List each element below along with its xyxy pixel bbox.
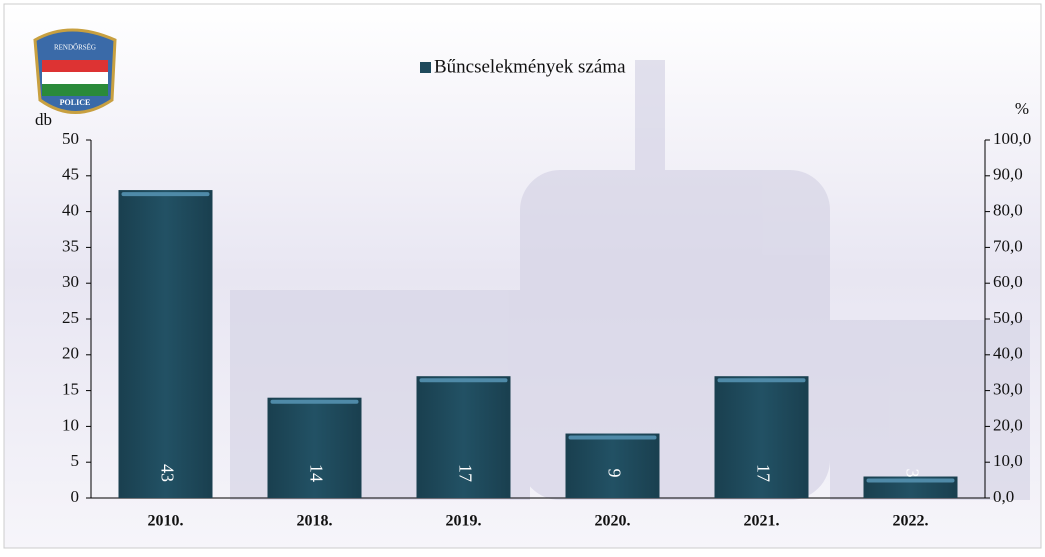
x-tick-label: 2022.: [893, 513, 929, 530]
y-tick-label: 10: [62, 415, 79, 434]
data-label: 9: [604, 469, 624, 478]
x-tick-label: 2018.: [297, 513, 333, 530]
logo-bottom: POLICE: [60, 98, 91, 107]
bar-highlight: [122, 192, 210, 196]
bar-highlight: [867, 479, 955, 483]
y-tick-label: 45: [62, 165, 79, 184]
bar-shade: [566, 434, 660, 498]
bar-highlight: [271, 400, 359, 404]
y-tick-label: 35: [62, 236, 79, 255]
y-tick-label: 30: [62, 272, 79, 291]
data-label: 43: [157, 464, 177, 482]
data-label: 3: [902, 469, 922, 478]
data-label: 14: [306, 464, 326, 482]
x-tick-label: 2019.: [446, 513, 482, 530]
x-tick-label: 2020.: [595, 513, 631, 530]
y-tick-label: 15: [62, 380, 79, 399]
bar-shade: [119, 190, 213, 498]
logo: RENDŐRSÉG POLICE: [35, 30, 115, 113]
y-tick-label: 25: [62, 308, 79, 327]
x-tick-label: 2010.: [148, 513, 184, 530]
y2-tick-label: 80,0: [993, 201, 1023, 220]
y2-tick-label: 20,0: [993, 415, 1023, 434]
y-tick-label: 0: [71, 487, 80, 506]
data-label: 17: [455, 464, 475, 482]
x-tick-label: 2021.: [744, 513, 780, 530]
y2-tick-label: 0,0: [993, 487, 1014, 506]
y2-tick-label: 50,0: [993, 308, 1023, 327]
y-axis-label: db: [35, 110, 52, 129]
bar-highlight: [569, 436, 657, 440]
y-tick-label: 50: [62, 129, 79, 148]
y2-tick-label: 60,0: [993, 272, 1023, 291]
y2-tick-label: 40,0: [993, 344, 1023, 363]
bar-shade: [268, 398, 362, 498]
y2-tick-label: 100,0: [993, 129, 1031, 148]
chart: RENDŐRSÉG POLICE db % 0 5 10 15 20 25 30 35 40 45…: [0, 0, 1045, 552]
y2-axis-label: %: [1015, 99, 1029, 118]
bar-highlight: [420, 378, 508, 382]
bar-highlight: [718, 378, 806, 382]
legend-label: Bűncselekmények száma: [434, 56, 626, 77]
y2-tick-label: 70,0: [993, 236, 1023, 255]
y-tick-label: 40: [62, 201, 79, 220]
y-tick-label: 5: [71, 451, 80, 470]
y2-tick-label: 30,0: [993, 380, 1023, 399]
legend-swatch: [420, 62, 431, 73]
data-label: 17: [753, 464, 773, 482]
logo-top: RENDŐRSÉG: [54, 44, 96, 52]
y2-tick-label: 90,0: [993, 165, 1023, 184]
y2-tick-label: 10,0: [993, 451, 1023, 470]
y-tick-label: 20: [62, 344, 79, 363]
